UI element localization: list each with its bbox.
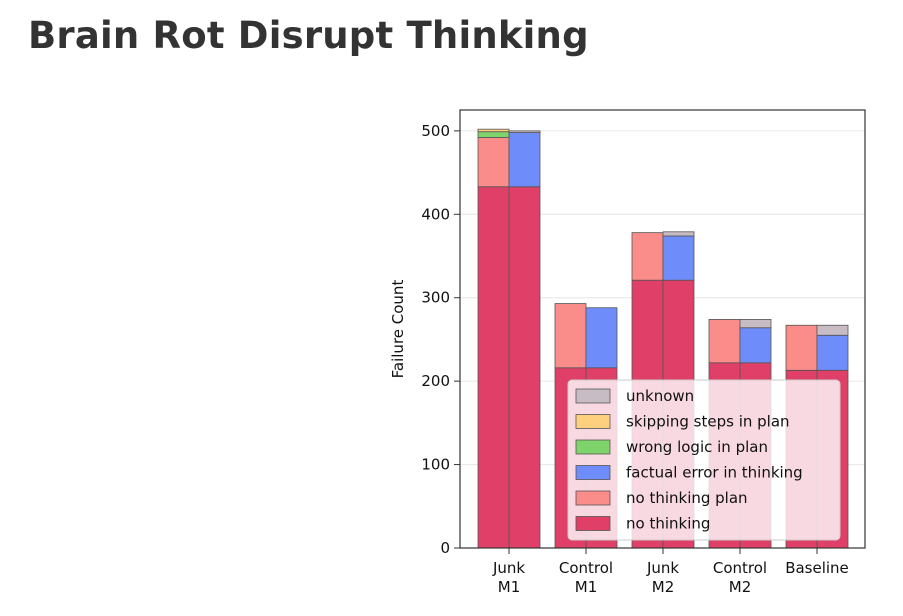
bar-segment-factual (662, 235, 695, 281)
x-tick-label: M2 (652, 578, 675, 596)
bar-segment-plan (554, 303, 587, 369)
y-tick-label: 0 (440, 539, 450, 557)
y-tick-label: 400 (421, 205, 450, 223)
x-tick-label: Junk (492, 559, 525, 577)
x-tick-label: M2 (729, 578, 752, 596)
legend-label-skip: skipping steps in plan (626, 413, 790, 431)
legend-box (567, 379, 841, 541)
page-title: Brain Rot Disrupt Thinking (28, 14, 589, 57)
legend-swatch-plan (575, 490, 611, 506)
legend-swatch-skip (575, 414, 611, 429)
bar-segment-unknown (508, 130, 541, 133)
legend-swatch-wrong (575, 439, 611, 455)
y-axis-label: Failure Count (389, 280, 407, 379)
bar-segment-plan (631, 232, 664, 281)
bar-segment-factual (585, 307, 618, 369)
bar-segment-none (508, 186, 541, 549)
legend-label-unknown: unknown (626, 387, 694, 405)
bar-segment-skip (477, 128, 510, 133)
x-tick-label: M1 (575, 578, 598, 596)
legend-swatch-none (575, 516, 611, 531)
bar-segment-unknown (816, 324, 849, 336)
bar-segment-none (477, 186, 510, 549)
y-tick-label: 200 (421, 372, 450, 390)
legend-swatch-unknown (575, 388, 611, 404)
bar-segment-plan (477, 137, 510, 188)
bar-segment-plan (785, 324, 818, 371)
legend: unknown skipping steps in plan wrong logic… (567, 379, 841, 541)
bar-segment-factual (508, 132, 541, 188)
y-tick-label: 300 (421, 289, 450, 307)
legend-label-wrong: wrong logic in plan (626, 438, 768, 456)
legend-swatch-factual (575, 465, 611, 480)
bar-segment-unknown (739, 319, 772, 329)
legend-label-plan: no thinking plan (626, 489, 748, 507)
legend-label-factual: factual error in thinking (626, 464, 803, 482)
x-tick-label: Control (713, 559, 767, 577)
legend-label-none: no thinking (626, 515, 710, 533)
bar-segment-factual (816, 334, 849, 371)
bar-segment-factual (739, 327, 772, 364)
y-tick-label: 100 (421, 456, 450, 474)
x-tick-label: Baseline (785, 559, 849, 577)
x-tick-label: M1 (498, 578, 521, 596)
bar-segment-wrong (477, 131, 510, 138)
bar-segment-plan (708, 319, 741, 364)
bar-segment-unknown (662, 231, 695, 237)
y-axis: 0 100 200 300 400 500 (421, 122, 460, 557)
x-tick-label: Control (559, 559, 613, 577)
y-tick-label: 500 (421, 122, 450, 140)
x-tick-label: Junk (646, 559, 679, 577)
